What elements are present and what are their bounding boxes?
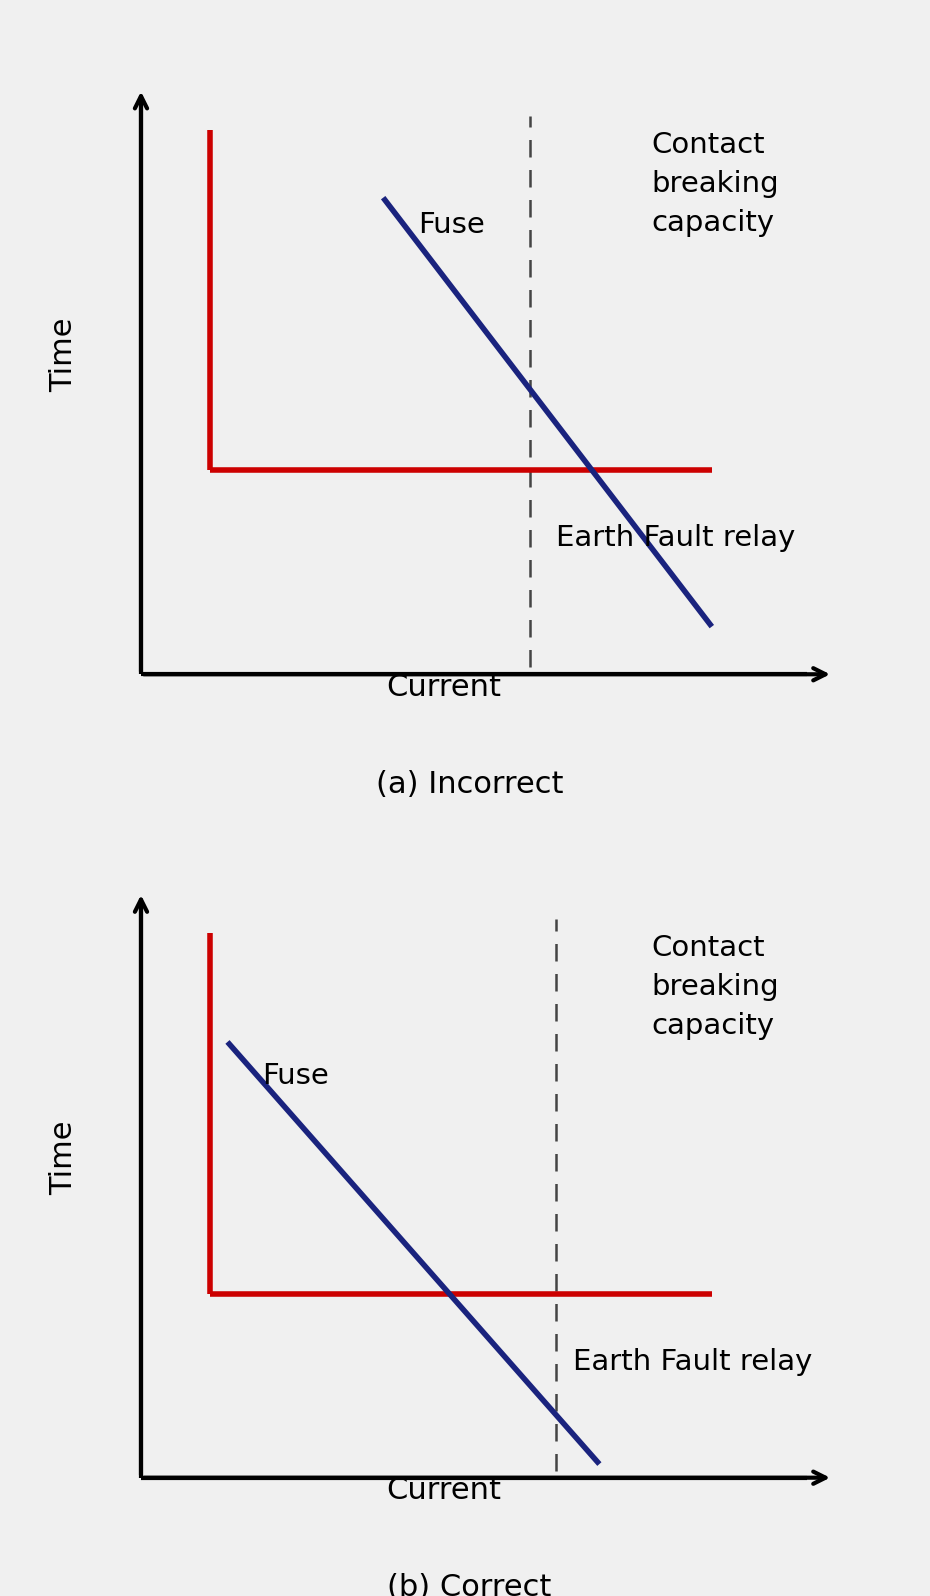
Text: Contact
breaking
capacity: Contact breaking capacity [651, 935, 779, 1041]
Text: (a) Incorrect: (a) Incorrect [376, 769, 564, 798]
Text: Earth Fault relay: Earth Fault relay [574, 1349, 813, 1376]
Text: Current: Current [386, 1476, 501, 1505]
Text: Time: Time [48, 1120, 77, 1195]
Text: Contact
breaking
capacity: Contact breaking capacity [651, 131, 779, 238]
Text: Fuse: Fuse [262, 1061, 329, 1090]
Text: Current: Current [386, 672, 501, 702]
Text: Time: Time [48, 318, 77, 391]
Text: Earth Fault relay: Earth Fault relay [556, 523, 795, 552]
Text: (b) Correct: (b) Correct [388, 1574, 551, 1596]
Text: Fuse: Fuse [418, 211, 485, 239]
